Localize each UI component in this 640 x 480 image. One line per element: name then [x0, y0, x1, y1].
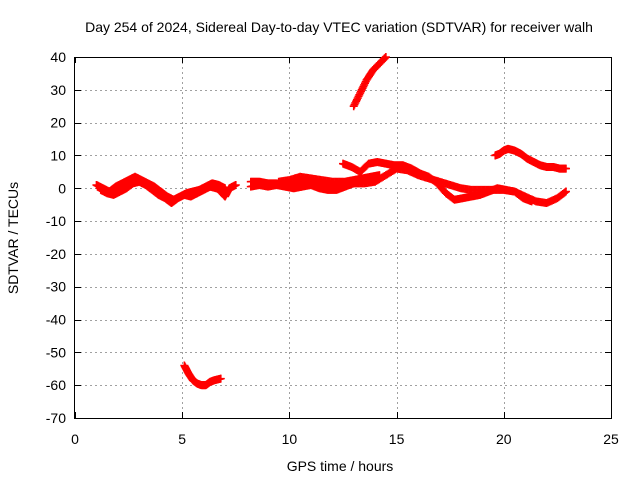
series-track-h — [349, 53, 390, 111]
series-track-j — [491, 144, 570, 173]
y-tick-label: -50 — [46, 344, 66, 360]
x-tick-label: 0 — [71, 431, 79, 447]
y-tick-label: -60 — [46, 377, 66, 393]
y-tick-label: 40 — [50, 49, 66, 65]
y-tick-label: -20 — [46, 246, 66, 262]
x-tick-label: 20 — [496, 431, 512, 447]
y-tick-label: 20 — [50, 115, 66, 131]
y-tick-label: 10 — [50, 147, 66, 163]
data-point — [381, 53, 390, 62]
series-track-i — [180, 361, 225, 390]
plot-frame — [74, 57, 612, 419]
x-tick-labels: 0 5 10 15 20 25 — [71, 431, 619, 447]
data-point — [380, 54, 389, 63]
series-track-b — [96, 177, 227, 208]
chart-title: Day 254 of 2024, Sidereal Day-to-day VTE… — [85, 19, 593, 35]
y-tick-labels: 40 30 20 10 0 -10 -20 -30 -40 -50 -60 -70 — [46, 49, 66, 426]
y-tick-label: -70 — [46, 410, 66, 426]
data-point — [560, 188, 569, 197]
series-track-c — [216, 180, 240, 201]
grid — [75, 57, 611, 418]
x-tick-label: 25 — [603, 431, 619, 447]
x-tick-label: 15 — [389, 431, 405, 447]
data-point — [561, 164, 570, 173]
x-tick-label: 5 — [178, 431, 186, 447]
y-tick-label: -40 — [46, 312, 66, 328]
x-tick-label: 10 — [282, 431, 298, 447]
data-point — [216, 374, 225, 383]
data-point — [527, 197, 536, 206]
data-point — [381, 53, 390, 61]
y-axis-label: SDTVAR / TECUs — [5, 182, 21, 294]
data-point — [231, 180, 240, 189]
data-point — [561, 187, 570, 196]
y-tick-label: 30 — [50, 82, 66, 98]
x-axis-label: GPS time / hours — [287, 458, 394, 474]
data-series — [92, 53, 570, 390]
series-track-g — [339, 158, 536, 206]
y-tick-label: -10 — [46, 213, 66, 229]
y-tick-label: -30 — [46, 279, 66, 295]
y-tick-label: 0 — [58, 180, 66, 196]
axis-ticks — [75, 57, 612, 419]
